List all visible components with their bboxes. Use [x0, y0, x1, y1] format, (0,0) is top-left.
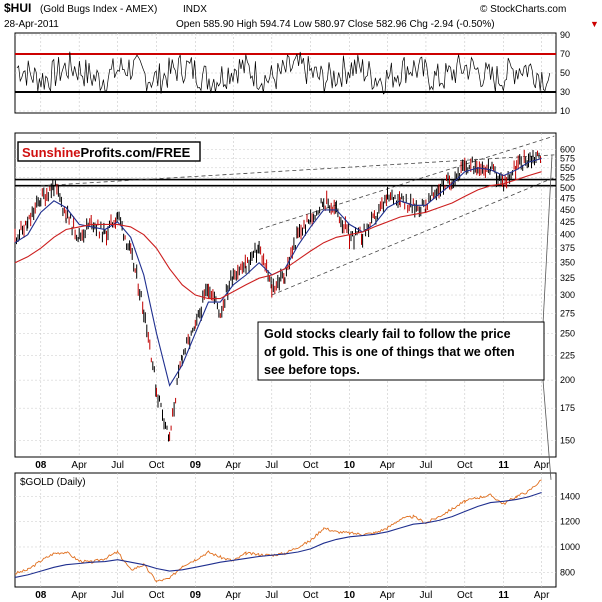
price-tick-label: 500	[560, 183, 575, 193]
exchange-label: INDX	[183, 4, 207, 15]
x-tick-label: 11	[498, 590, 509, 601]
x-tick-label: 10	[344, 590, 356, 601]
logo-black-text: Profits.com/FREE	[81, 145, 191, 160]
x-tick-label: Apr	[534, 590, 550, 601]
rsi-tick-label: 10	[560, 106, 570, 116]
price-tick-label: 475	[560, 194, 575, 204]
price-tick-label: 350	[560, 258, 575, 268]
price-tick-label: 175	[560, 403, 575, 413]
gold-panel-title: $GOLD (Daily)	[20, 477, 86, 488]
x-tick-label: Oct	[149, 460, 165, 471]
annotation-box: Gold stocks clearly fail to follow the p…	[257, 321, 545, 381]
price-tick-label: 600	[560, 145, 575, 155]
gold-ma-line	[14, 491, 542, 578]
x-tick-label: Apr	[226, 460, 242, 471]
price-tick-label: 450	[560, 205, 575, 215]
price-tick-label: 375	[560, 243, 575, 253]
price-tick-label: 150	[560, 436, 575, 446]
price-tick-label: 275	[560, 308, 575, 318]
annotation-pointer-gold	[542, 379, 552, 480]
x-tick-label: 09	[190, 590, 202, 601]
rsi-tick-label: 50	[560, 68, 570, 78]
sma-200-line	[14, 171, 542, 300]
gold-plot: 08 Apr Jul Oct 09 Apr Jul Oct 10 Apr Jul Oct 11 Apr 80…	[14, 379, 580, 601]
x-tick-label: Jul	[265, 460, 278, 471]
x-tick-label: Oct	[303, 460, 319, 471]
x-tick-label: Apr	[226, 590, 242, 601]
x-tick-label: Oct	[149, 590, 165, 601]
price-plot: 08 Apr Jul Oct 09 Apr Jul Oct 10 Apr Jul Oct 11 Apr 15…	[14, 133, 575, 471]
rsi-tick-label: 70	[560, 49, 570, 59]
price-tick-label: 325	[560, 273, 575, 283]
rsi-line	[16, 51, 551, 95]
trend-channel-line	[40, 154, 555, 187]
rsi-tick-label: 90	[560, 30, 570, 40]
gold-tick-label: 1200	[560, 517, 580, 527]
price-tick-label: 525	[560, 173, 575, 183]
price-tick-label: 200	[560, 375, 575, 385]
x-tick-label: Jul	[111, 460, 124, 471]
trend-channel-line	[271, 177, 555, 296]
annotation-line-3: see before tops.	[264, 363, 360, 377]
gold-tick-label: 1400	[560, 491, 580, 501]
x-tick-label: 11	[498, 460, 509, 471]
x-tick-label: Apr	[380, 590, 396, 601]
gold-tick-label: 1000	[560, 542, 580, 552]
price-tick-label: 550	[560, 163, 575, 173]
x-tick-label: 10	[344, 460, 356, 471]
rsi-plot: 10 30 50 70 90	[15, 30, 570, 116]
x-tick-label: Jul	[265, 590, 278, 601]
x-tick-label: Jul	[420, 460, 433, 471]
gold-tick-label: 800	[560, 567, 575, 577]
x-tick-label: 09	[190, 460, 202, 471]
gold-panel	[14, 472, 557, 588]
x-tick-label: Apr	[71, 590, 87, 601]
x-tick-label: Apr	[71, 460, 87, 471]
index-name-label: (Gold Bugs Index - AMEX)	[40, 4, 157, 15]
rsi-tick-label: 30	[560, 87, 570, 97]
symbol-label: $HUI	[4, 1, 31, 15]
quote-label: Open 585.90 High 594.74 Low 580.97 Close…	[176, 19, 495, 30]
x-tick-label: 08	[35, 590, 47, 601]
chg-down-arrow-icon: ▼	[590, 19, 599, 29]
price-tick-label: 300	[560, 290, 575, 300]
x-tick-label: Oct	[457, 590, 473, 601]
annotation-line-1: Gold stocks clearly fail to follow the p…	[264, 327, 511, 341]
x-tick-label: 08	[35, 460, 47, 471]
rsi-panel	[14, 32, 557, 114]
source-label: © StockCharts.com	[480, 4, 566, 15]
x-tick-label: Oct	[457, 460, 473, 471]
x-tick-label: Apr	[534, 460, 550, 471]
x-tick-label: Apr	[380, 460, 396, 471]
trend-channel-line	[258, 135, 555, 230]
x-tick-label: Jul	[111, 590, 124, 601]
price-tick-label: 575	[560, 153, 575, 163]
price-tick-label: 225	[560, 350, 575, 360]
price-tick-label: 400	[560, 230, 575, 240]
chart-header: $HUI (Gold Bugs Index - AMEX) INDX © Sto…	[4, 1, 599, 30]
x-tick-label: Jul	[420, 590, 433, 601]
logo-red-text: Sunshine	[22, 145, 81, 160]
x-tick-label: Oct	[303, 590, 319, 601]
annotation-line-2: of gold. This is one of things that we o…	[264, 345, 515, 359]
sunshine-profits-logo: SunshineProfits.com/FREE	[17, 141, 201, 162]
price-tick-label: 425	[560, 217, 575, 227]
gold-price-line	[14, 479, 542, 583]
svg-text:SunshineProfits.com/FREE: SunshineProfits.com/FREE	[22, 145, 191, 160]
price-panel	[14, 132, 557, 458]
price-tick-label: 250	[560, 328, 575, 338]
date-label: 28-Apr-2011	[4, 19, 59, 30]
